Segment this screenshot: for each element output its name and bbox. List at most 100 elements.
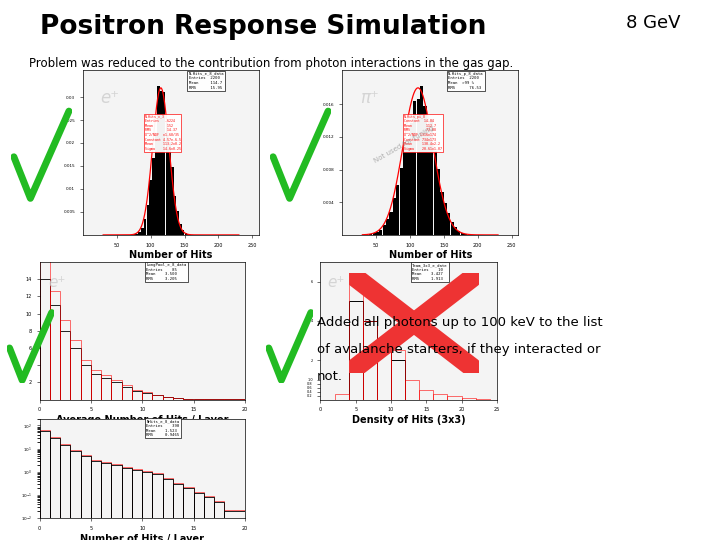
Bar bbox=[419, 390, 433, 400]
Bar bbox=[225, 511, 245, 540]
Bar bbox=[112, 465, 122, 540]
Bar bbox=[423, 106, 426, 235]
Text: N-Hits_pi_8
Constant  14-84
Mean       112.7
RMS        73.08
X^2/NDF 1316±174
C: N-Hits_pi_8 Constant 14-84 Mean 112.7 RM… bbox=[404, 114, 442, 151]
Text: Team_3x3_e_date
Entries    10
Mean    3.427
RMS     1.913: Team_3x3_e_date Entries 10 Mean 3.427 RM… bbox=[412, 264, 448, 281]
Bar bbox=[60, 444, 71, 540]
Bar bbox=[160, 91, 163, 235]
Text: LongPool_e_8_data
Entries    85
Mean    3.500
RMS     3.205: LongPool_e_8_data Entries 85 Mean 3.500 … bbox=[146, 264, 186, 281]
Bar bbox=[138, 232, 141, 235]
Bar bbox=[176, 211, 179, 235]
Bar bbox=[427, 124, 430, 235]
Bar bbox=[214, 502, 225, 540]
Bar bbox=[194, 399, 204, 400]
Bar bbox=[142, 392, 153, 400]
Bar bbox=[363, 321, 377, 400]
Bar bbox=[183, 487, 194, 540]
Bar bbox=[144, 219, 146, 235]
Bar bbox=[153, 473, 163, 540]
Bar bbox=[71, 451, 81, 540]
Bar bbox=[91, 370, 101, 400]
Bar bbox=[60, 444, 71, 540]
Bar bbox=[163, 397, 173, 400]
Bar bbox=[155, 135, 157, 235]
Text: not.: not. bbox=[317, 370, 343, 383]
Bar bbox=[403, 144, 406, 235]
Bar bbox=[163, 92, 166, 235]
Bar bbox=[50, 437, 60, 540]
Bar bbox=[173, 483, 183, 540]
Bar bbox=[122, 385, 132, 400]
Bar bbox=[81, 360, 91, 400]
Bar bbox=[372, 233, 376, 235]
Text: NHits_e_8_data
Entries    390
Mean    1.523
RMS     0.9465: NHits_e_8_data Entries 390 Mean 1.523 RM… bbox=[146, 420, 179, 437]
Bar bbox=[433, 394, 447, 400]
Bar bbox=[462, 397, 476, 400]
Bar bbox=[101, 463, 112, 540]
Bar bbox=[101, 378, 112, 400]
Bar bbox=[142, 393, 153, 400]
Text: Added all photons up to 100 keV to the list: Added all photons up to 100 keV to the l… bbox=[317, 316, 603, 329]
Bar bbox=[335, 394, 348, 400]
Bar bbox=[390, 212, 392, 235]
Bar bbox=[383, 225, 386, 235]
Bar bbox=[431, 119, 433, 235]
Bar bbox=[386, 219, 390, 235]
Bar bbox=[377, 341, 391, 400]
Bar bbox=[194, 399, 204, 400]
X-axis label: Average Number of Hits / Layer: Average Number of Hits / Layer bbox=[56, 415, 228, 425]
Bar bbox=[437, 169, 440, 235]
Bar bbox=[101, 375, 112, 400]
Bar bbox=[173, 398, 183, 400]
Bar bbox=[71, 348, 81, 400]
Text: π⁺: π⁺ bbox=[360, 89, 379, 107]
Text: e⁺: e⁺ bbox=[48, 275, 66, 289]
Bar bbox=[393, 198, 396, 235]
Bar bbox=[376, 232, 379, 235]
Bar bbox=[225, 510, 245, 540]
Bar bbox=[194, 494, 204, 540]
Bar bbox=[153, 474, 163, 540]
Bar bbox=[451, 222, 454, 235]
Bar bbox=[149, 180, 152, 235]
Bar bbox=[50, 305, 60, 400]
Bar bbox=[60, 320, 71, 400]
Bar bbox=[182, 230, 184, 235]
Bar bbox=[447, 213, 450, 235]
Bar bbox=[410, 124, 413, 235]
Bar bbox=[147, 205, 149, 235]
Bar bbox=[214, 501, 225, 540]
X-axis label: Density of Hits (3x3): Density of Hits (3x3) bbox=[352, 415, 465, 425]
Bar bbox=[457, 231, 461, 235]
Bar bbox=[40, 430, 50, 540]
Bar bbox=[348, 301, 363, 400]
Bar bbox=[400, 168, 402, 235]
Bar bbox=[461, 233, 464, 235]
Bar bbox=[405, 380, 419, 400]
Bar bbox=[444, 203, 447, 235]
Bar bbox=[363, 321, 377, 400]
Bar bbox=[377, 341, 391, 400]
Text: e⁺: e⁺ bbox=[328, 275, 345, 289]
Bar bbox=[112, 464, 122, 540]
Bar bbox=[173, 484, 183, 540]
Bar bbox=[60, 330, 71, 400]
Bar bbox=[112, 380, 122, 400]
Text: N-Hits_p_8_data
Entries  2200
Mean  >99 %
RMS      76.53: N-Hits_p_8_data Entries 2200 Mean >99 % … bbox=[448, 72, 483, 90]
Bar bbox=[396, 186, 400, 235]
X-axis label: Number of Hits: Number of Hits bbox=[389, 251, 472, 260]
Bar bbox=[122, 387, 132, 400]
Text: Problem was reduced to the contribution from photon interactions in the gas gap.: Problem was reduced to the contribution … bbox=[29, 57, 513, 70]
Bar bbox=[132, 470, 142, 540]
Text: 8 GeV: 8 GeV bbox=[626, 14, 681, 31]
Bar bbox=[81, 365, 91, 400]
Bar bbox=[50, 437, 60, 540]
Bar bbox=[153, 395, 163, 400]
Text: Positron Response Simulation: Positron Response Simulation bbox=[40, 14, 486, 39]
Bar bbox=[173, 397, 183, 400]
X-axis label: Number of Hits: Number of Hits bbox=[130, 251, 212, 260]
Bar bbox=[348, 281, 363, 400]
Text: e⁺: e⁺ bbox=[101, 89, 120, 107]
Bar bbox=[81, 456, 91, 540]
Bar bbox=[417, 99, 420, 235]
Bar bbox=[184, 233, 187, 235]
